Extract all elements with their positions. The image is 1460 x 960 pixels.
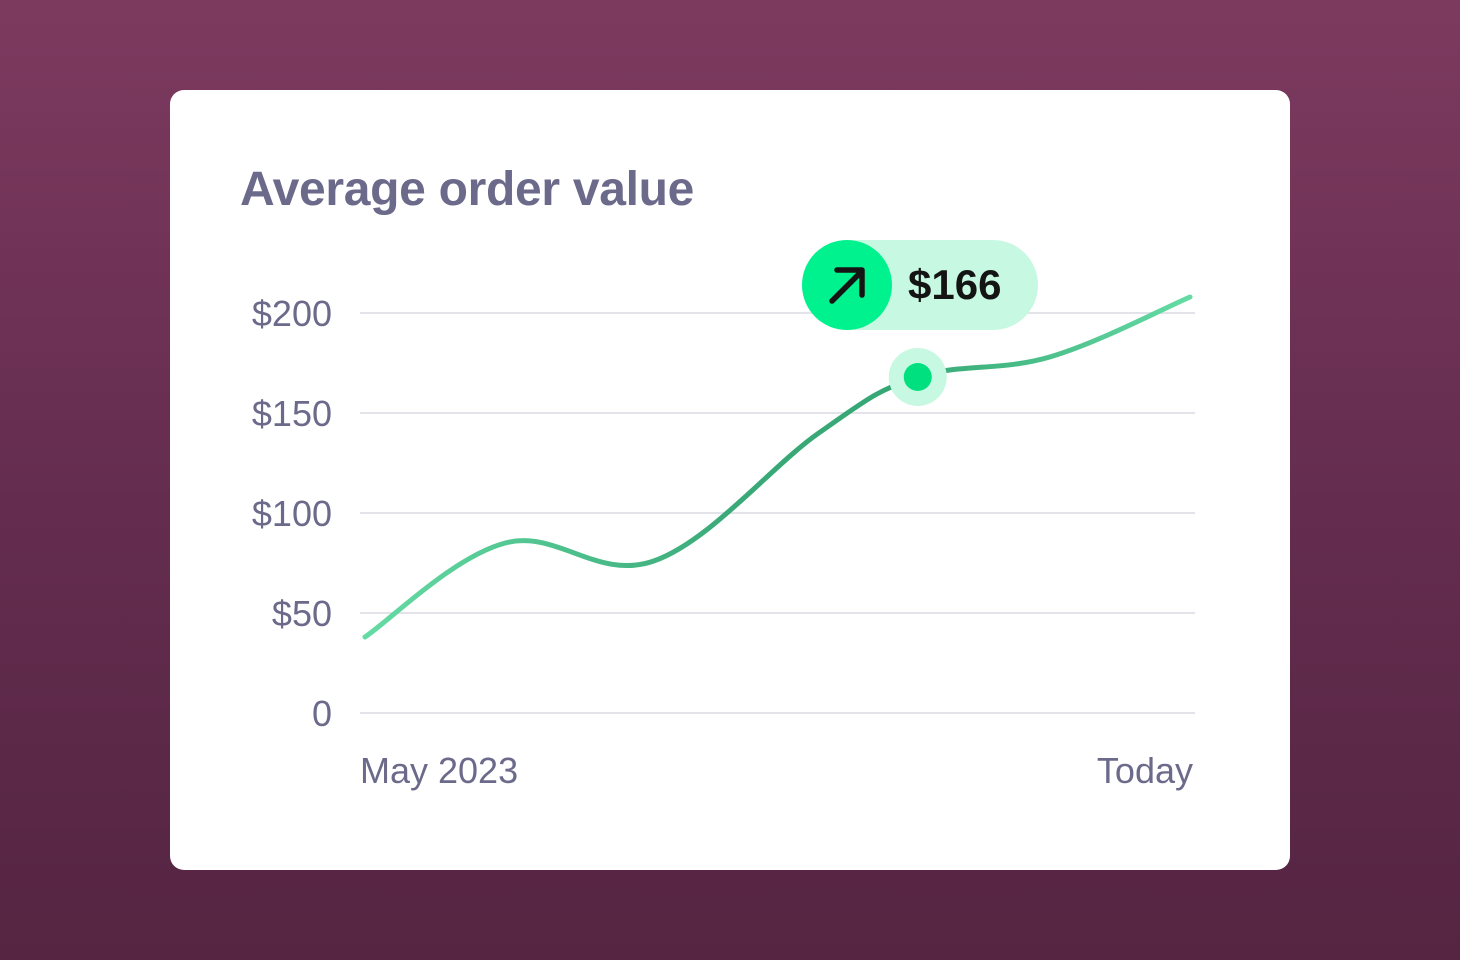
arrow-up-right-icon — [829, 267, 865, 304]
highlight-point[interactable] — [903, 363, 932, 391]
trend-icon-circle — [802, 240, 892, 330]
series-line — [362, 294, 1193, 640]
highlight-badge: $166 — [802, 240, 1038, 330]
y-tick-label: $200 — [252, 293, 332, 334]
y-tick-label: 0 — [312, 693, 332, 734]
x-tick-end: Today — [1097, 750, 1193, 791]
highlight-value: $166 — [908, 261, 1002, 308]
chart-title: Average order value — [240, 163, 695, 216]
y-tick-label: $150 — [252, 393, 332, 434]
y-tick-label: $50 — [272, 593, 332, 634]
x-tick-start: May 2023 — [360, 750, 518, 791]
y-tick-label: $100 — [252, 493, 332, 534]
chart-card — [170, 90, 1290, 870]
